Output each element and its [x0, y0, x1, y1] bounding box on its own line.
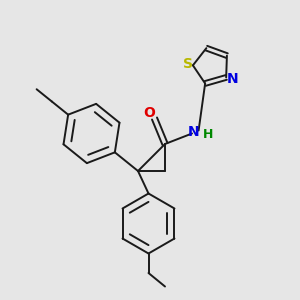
Text: N: N [188, 125, 199, 139]
Text: S: S [182, 57, 193, 71]
Text: N: N [226, 72, 238, 86]
Text: H: H [203, 128, 214, 142]
Text: O: O [143, 106, 155, 120]
